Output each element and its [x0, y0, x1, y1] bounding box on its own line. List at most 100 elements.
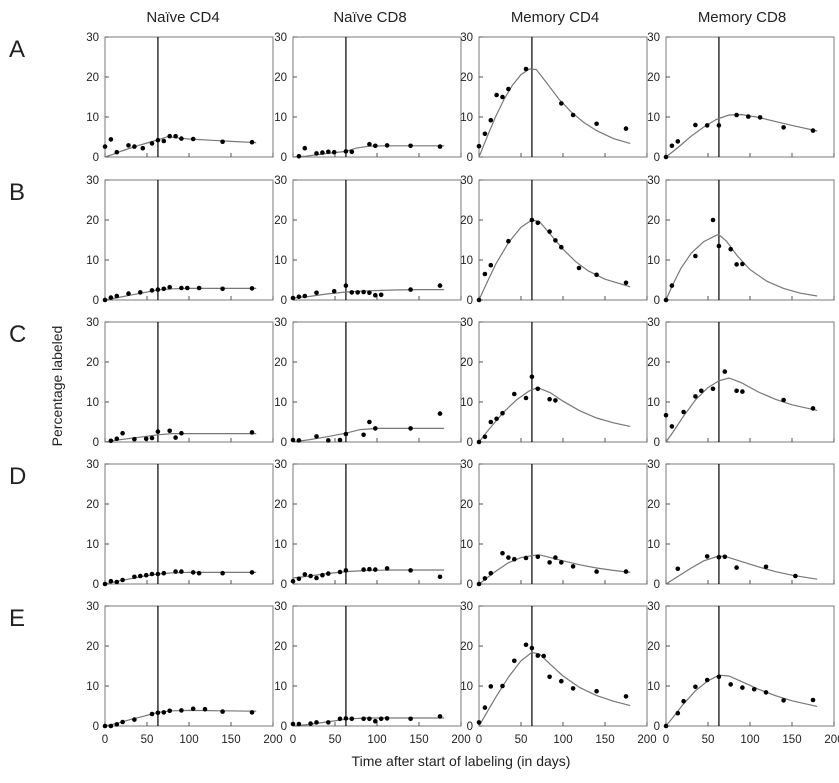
data-point [173, 435, 178, 440]
y-tick-label: 30 [274, 32, 287, 44]
row-label-a: A [9, 36, 25, 63]
fit-curve [478, 219, 631, 301]
y-tick-label: 0 [654, 295, 660, 307]
data-point [384, 716, 390, 721]
x-tick-label: 200 [824, 734, 839, 746]
data-point [143, 436, 149, 442]
data-point [179, 430, 184, 436]
data-point [506, 238, 511, 244]
data-point [710, 386, 716, 392]
data-point [102, 723, 108, 729]
data-point [810, 406, 816, 411]
y-tick-label: 10 [274, 681, 287, 693]
data-point [547, 396, 552, 402]
y-tick-label: 10 [647, 112, 660, 124]
y-tick-label: 0 [654, 721, 660, 733]
data-point [559, 244, 564, 250]
data-point [488, 570, 494, 576]
y-tick-label: 30 [274, 601, 287, 613]
fit-curve [478, 68, 631, 158]
data-point [594, 121, 599, 127]
data-point [576, 265, 582, 271]
y-tick-label: 30 [647, 601, 660, 613]
data-point [693, 684, 698, 690]
y-tick-label: 30 [86, 317, 99, 329]
panel-b-naive-cd4: 0 10 20 30 [86, 175, 274, 307]
data-point [570, 112, 576, 118]
x-tick-label: 50 [702, 734, 715, 746]
data-point [102, 144, 108, 149]
x-tick-label: 100 [740, 734, 759, 746]
y-tick-label: 30 [647, 175, 660, 187]
data-point [623, 280, 629, 286]
data-point [488, 262, 494, 268]
data-point [343, 283, 349, 288]
data-point [728, 246, 733, 252]
data-point [693, 253, 698, 259]
data-point [663, 412, 669, 418]
row-label-e: E [9, 605, 25, 632]
y-tick-label: 10 [647, 539, 660, 551]
data-point [663, 723, 669, 729]
data-point [594, 569, 599, 574]
y-tick-label: 20 [86, 357, 99, 369]
x-tick-label: 200 [451, 734, 470, 746]
y-tick-label: 10 [647, 681, 660, 693]
data-point [728, 682, 733, 687]
data-point [482, 271, 488, 277]
y-tick-label: 20 [86, 641, 99, 653]
data-point [149, 711, 155, 717]
y-tick-label: 30 [86, 459, 99, 471]
panel-frame [292, 605, 462, 727]
data-point [500, 550, 505, 556]
y-tick-label: 20 [274, 215, 287, 227]
y-tick-label: 10 [274, 539, 287, 551]
data-point [108, 137, 114, 142]
panel-frame [665, 179, 835, 301]
fit-curve [104, 571, 257, 585]
data-point [781, 698, 786, 703]
panel-grid: 0 10 20 30 0 10 20 30 0 10 20 30 0 10 20 30 0 10 20 30 0 10 20… [86, 32, 839, 746]
panel-a-memory-cd8: 0 10 20 30 [647, 32, 835, 164]
y-tick-label: 20 [86, 215, 99, 227]
column-title-naive-cd8: Naïve CD8 [333, 9, 406, 26]
data-point [488, 684, 494, 689]
data-point [120, 430, 125, 436]
y-tick-label: 20 [647, 641, 660, 653]
data-point [349, 149, 355, 155]
data-point [559, 101, 564, 106]
data-point [190, 136, 196, 142]
data-point [734, 565, 739, 570]
y-tick-label: 10 [460, 112, 473, 124]
panel-frame [665, 321, 835, 443]
x-tick-label: 0 [663, 734, 669, 746]
data-point [529, 374, 535, 380]
y-tick-label: 10 [86, 255, 99, 267]
y-tick-label: 10 [460, 539, 473, 551]
y-tick-label: 0 [281, 579, 287, 591]
x-tick-label: 200 [637, 734, 656, 746]
data-point [746, 114, 751, 119]
y-tick-label: 30 [460, 459, 473, 471]
y-tick-label: 0 [467, 437, 473, 449]
x-tick-label: 0 [102, 734, 108, 746]
y-tick-label: 30 [647, 459, 660, 471]
data-point [500, 683, 505, 689]
data-point [506, 555, 511, 560]
data-point [114, 722, 120, 727]
y-tick-label: 20 [647, 72, 660, 84]
panel-e-naive-cd4: 0 10 20 30 0 50 100 150 200 [86, 601, 282, 746]
data-point [740, 685, 745, 690]
y-tick-label: 0 [281, 295, 287, 307]
data-point [296, 721, 302, 727]
data-point [167, 133, 172, 139]
data-point [296, 438, 302, 443]
data-point [663, 154, 669, 160]
fit-curve [665, 377, 818, 443]
data-point [302, 572, 308, 577]
row-label-c: C [9, 321, 26, 348]
fit-curve [665, 555, 818, 585]
data-point [249, 710, 255, 715]
y-tick-label: 30 [460, 32, 473, 44]
data-point [179, 136, 184, 141]
